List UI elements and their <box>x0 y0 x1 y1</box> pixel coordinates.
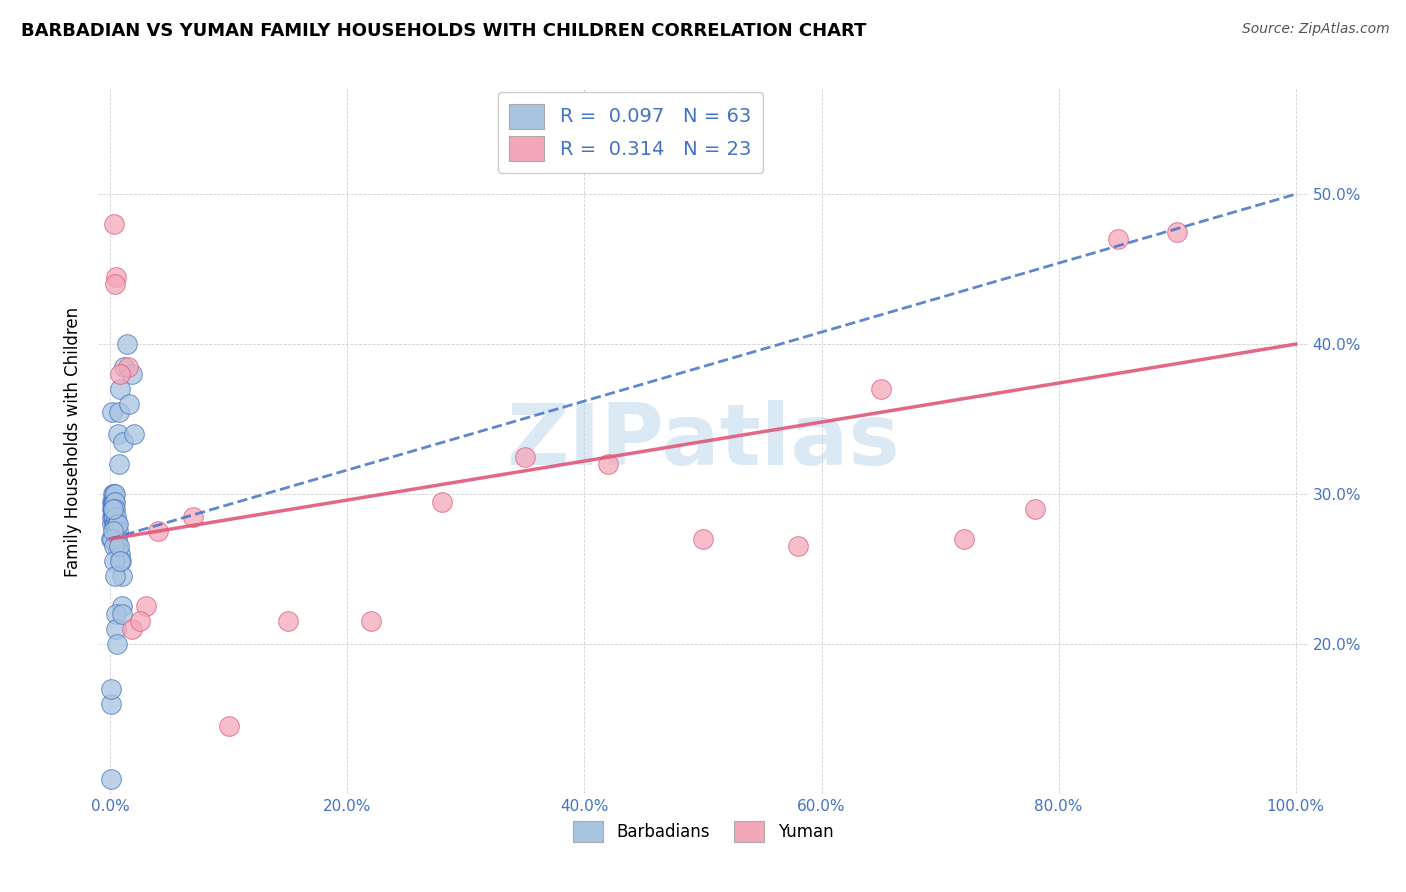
Point <box>105 637 128 651</box>
Point <box>103 516 125 531</box>
Point <box>101 532 124 546</box>
Point <box>100 681 122 696</box>
Point <box>103 494 125 508</box>
Point <box>110 554 132 568</box>
Point <box>101 404 124 418</box>
Point <box>104 516 127 531</box>
Point <box>103 502 125 516</box>
Point <box>105 532 128 546</box>
Point <box>104 502 127 516</box>
Point <box>103 494 125 508</box>
Point <box>111 569 134 583</box>
Point <box>952 532 974 546</box>
Point <box>105 516 128 531</box>
Point <box>103 509 125 524</box>
Point <box>104 509 127 524</box>
Point <box>103 509 125 524</box>
Legend: Barbadians, Yuman: Barbadians, Yuman <box>567 814 839 849</box>
Point <box>108 404 131 418</box>
Point <box>101 494 124 508</box>
Point <box>277 615 299 629</box>
Point <box>107 540 129 554</box>
Point <box>100 532 122 546</box>
Point <box>103 509 125 524</box>
Point <box>118 397 141 411</box>
Point <box>108 367 131 381</box>
Point <box>114 359 136 374</box>
Point <box>515 450 537 464</box>
Point <box>1166 225 1188 239</box>
Point <box>105 540 128 554</box>
Point <box>112 434 135 449</box>
Point <box>104 277 127 292</box>
Point <box>103 502 125 516</box>
Point <box>115 337 138 351</box>
Point <box>786 540 808 554</box>
Point <box>107 427 129 442</box>
Point <box>129 615 152 629</box>
Point <box>108 457 131 471</box>
Point <box>105 532 128 546</box>
Point <box>108 554 131 568</box>
Point <box>869 382 891 396</box>
Point <box>104 607 127 621</box>
Point <box>692 532 714 546</box>
Point <box>101 502 124 516</box>
Point <box>146 524 169 539</box>
Point <box>1107 232 1129 246</box>
Point <box>104 524 127 539</box>
Point <box>135 599 157 614</box>
Point <box>110 547 132 561</box>
Point <box>105 540 128 554</box>
Point <box>101 516 124 531</box>
Point <box>101 509 124 524</box>
Point <box>104 569 127 583</box>
Point <box>105 269 128 284</box>
Point <box>105 622 128 636</box>
Point <box>103 540 125 554</box>
Point <box>108 382 131 396</box>
Point <box>432 494 454 508</box>
Point <box>121 367 143 381</box>
Point <box>360 615 382 629</box>
Point <box>105 524 128 539</box>
Point <box>107 516 129 531</box>
Point <box>103 494 125 508</box>
Point <box>103 487 125 501</box>
Point <box>103 554 125 568</box>
Point <box>101 502 124 516</box>
Y-axis label: Family Households with Children: Family Households with Children <box>65 307 83 576</box>
Text: Source: ZipAtlas.com: Source: ZipAtlas.com <box>1241 22 1389 37</box>
Text: BARBADIAN VS YUMAN FAMILY HOUSEHOLDS WITH CHILDREN CORRELATION CHART: BARBADIAN VS YUMAN FAMILY HOUSEHOLDS WIT… <box>21 22 866 40</box>
Point <box>103 217 125 231</box>
Point <box>121 622 143 636</box>
Point <box>107 524 129 539</box>
Point <box>101 502 124 516</box>
Point <box>100 772 122 786</box>
Point <box>104 487 127 501</box>
Point <box>103 516 125 531</box>
Point <box>104 494 127 508</box>
Point <box>117 359 139 374</box>
Point <box>111 607 134 621</box>
Text: ZIPatlas: ZIPatlas <box>506 400 900 483</box>
Point <box>100 494 122 508</box>
Point <box>181 509 204 524</box>
Point <box>110 599 132 614</box>
Point <box>101 487 124 501</box>
Point <box>103 524 125 539</box>
Point <box>100 697 122 711</box>
Point <box>1024 502 1046 516</box>
Point <box>122 427 145 442</box>
Point <box>598 457 620 471</box>
Point <box>218 719 240 733</box>
